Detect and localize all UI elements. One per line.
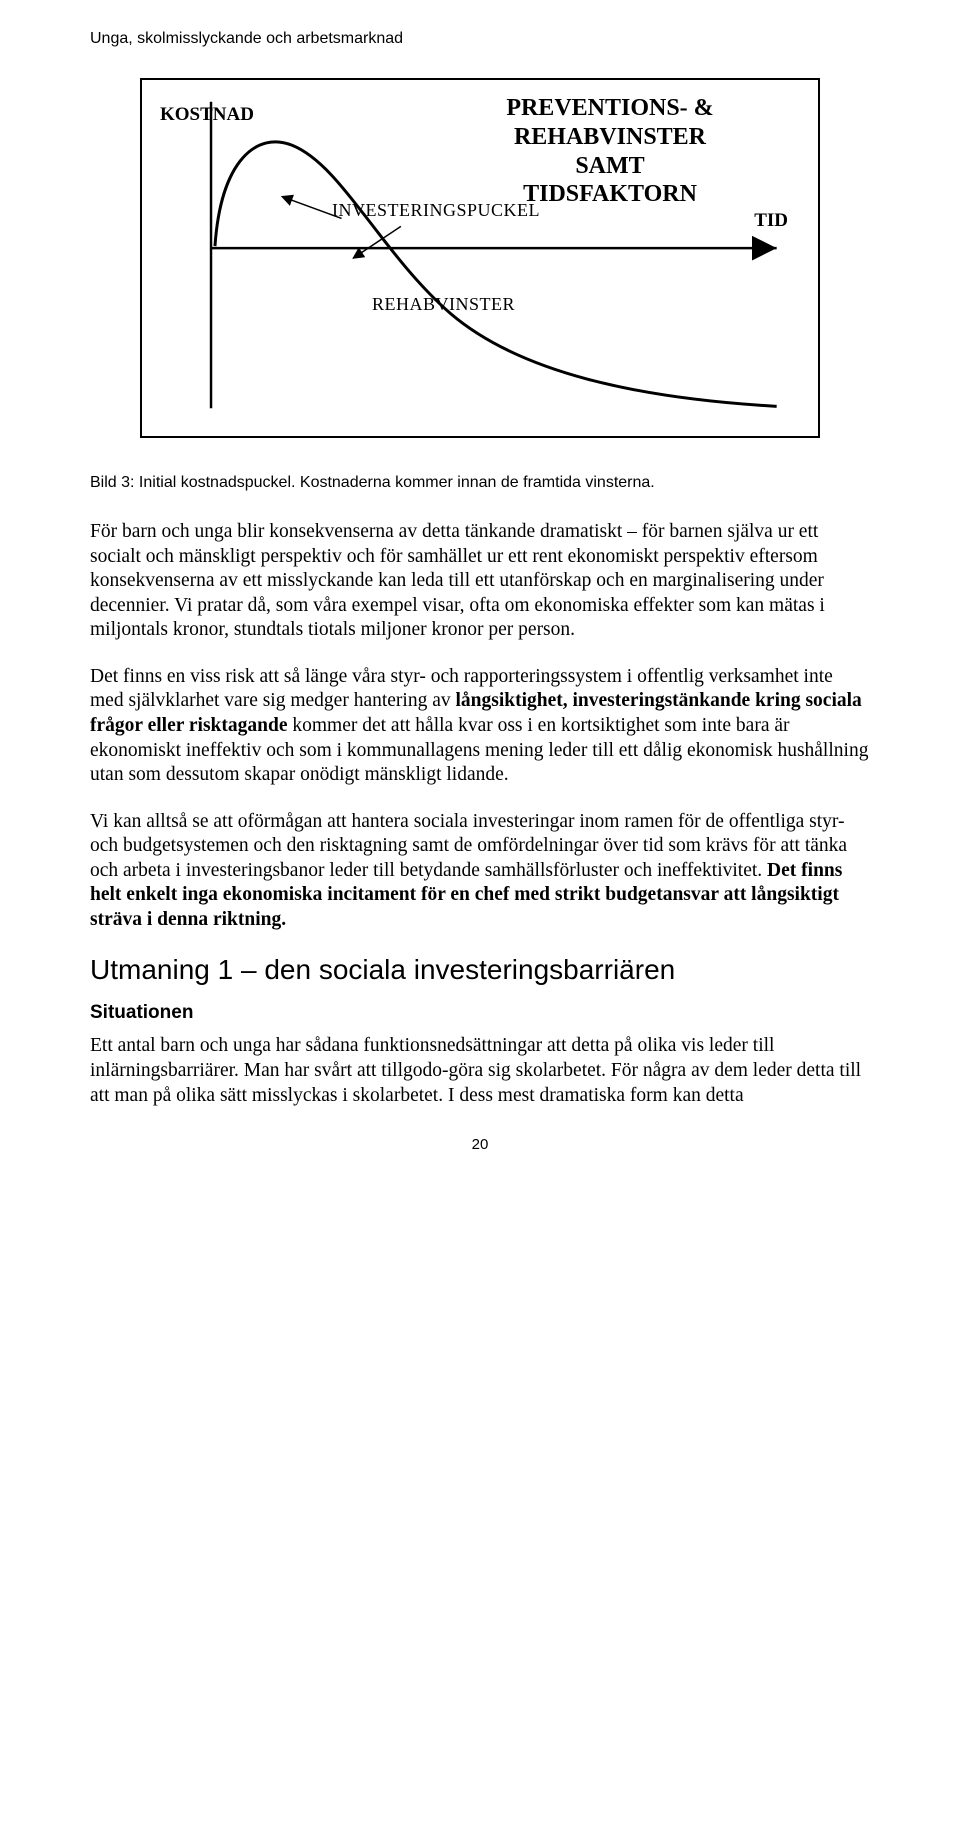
title-line1: PREVENTIONS- & (506, 95, 713, 121)
title-line3: SAMT (575, 153, 644, 179)
diagram-title: PREVENTIONS- & REHABVINSTER SAMT TIDSFAK… (432, 94, 788, 209)
paragraph-3: Vi kan alltså se att oförmågan att hante… (90, 810, 870, 933)
figure-caption: Bild 3: Initial kostnadspuckel. Kostnade… (90, 474, 870, 492)
diagram-box: KOSTNAD PREVENTIONS- & REHABVINSTER SAMT… (140, 78, 820, 438)
page: Unga, skolmisslyckande och arbetsmarknad… (0, 0, 960, 1193)
section-heading: Utmaning 1 – den sociala investeringsbar… (90, 954, 870, 986)
paragraph-1: För barn och unga blir konsekvenserna av… (90, 520, 870, 643)
subheading: Situationen (90, 1002, 870, 1024)
label-investeringspuckel: INVESTERINGSPUCKEL (332, 200, 540, 221)
page-number: 20 (90, 1136, 870, 1153)
title-line2: REHABVINSTER (514, 124, 706, 150)
paragraph-2: Det finns en viss risk att så länge våra… (90, 665, 870, 788)
p3-pre: Vi kan alltså se att oförmågan att hante… (90, 811, 847, 881)
running-header: Unga, skolmisslyckande och arbetsmarknad (90, 30, 870, 48)
label-rehabvinster: REHABVINSTER (372, 294, 515, 315)
label-tid: TID (754, 210, 788, 232)
label-kostnad: KOSTNAD (160, 104, 254, 126)
title-line4: TIDSFAKTORN (523, 181, 697, 207)
paragraph-4: Ett antal barn och unga har sådana funkt… (90, 1034, 870, 1108)
